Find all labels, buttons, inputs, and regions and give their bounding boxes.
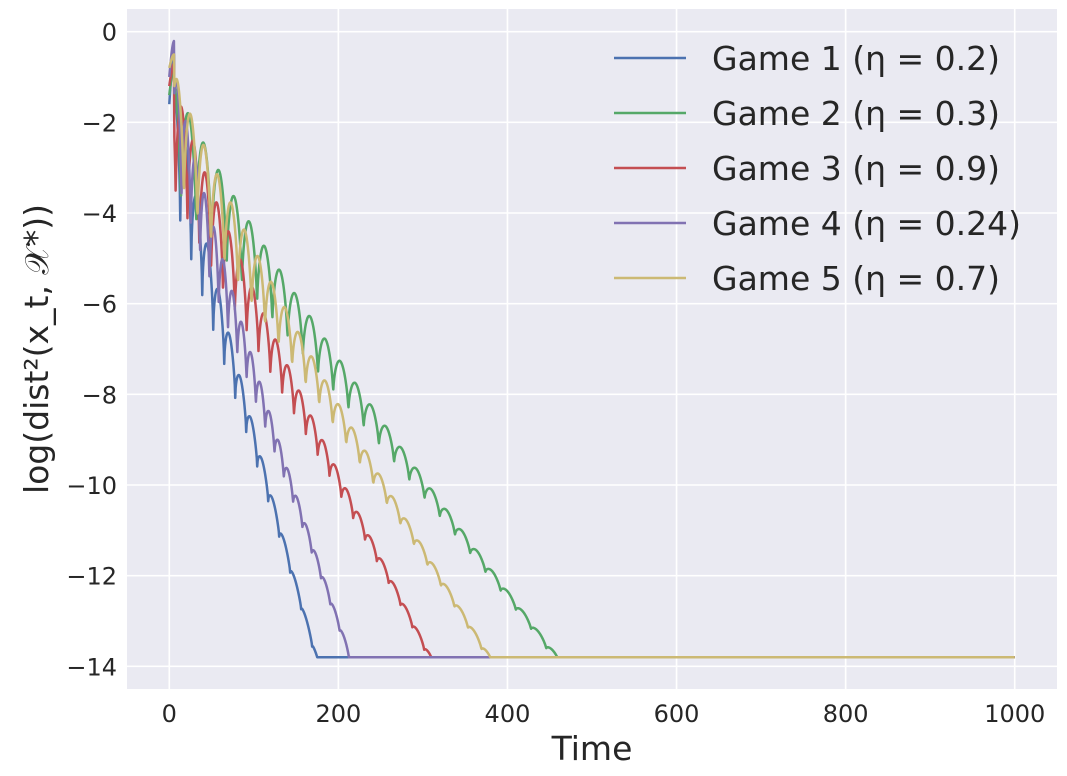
y-axis-title-group: log(dist²(x_t, 𝒳*))	[17, 204, 56, 494]
x-tick-label: 200	[315, 700, 361, 728]
y-tick-label: −6	[82, 291, 117, 319]
legend: Game 1 (η = 0.2) Game 2 (η = 0.3) Game 3 (…	[614, 39, 1021, 298]
x-tick-label: 600	[654, 700, 700, 728]
x-tick-label: 1000	[984, 700, 1045, 728]
y-tick-labels: 0 −2 −4 −6 −8 −10 −12 −14	[66, 19, 117, 682]
legend-label: Game 5 (η = 0.7)	[712, 259, 1000, 298]
y-tick-label: −2	[82, 109, 117, 137]
x-tick-label: 800	[823, 700, 869, 728]
y-tick-label: −8	[82, 381, 117, 409]
legend-label: Game 3 (η = 0.9)	[712, 149, 1000, 188]
gridlines	[127, 9, 1057, 689]
y-tick-label: 0	[102, 19, 117, 47]
x-tick-label: 0	[162, 700, 177, 728]
x-tick-label: 400	[485, 700, 531, 728]
y-tick-label: −14	[66, 653, 117, 681]
series-line	[168, 53, 1016, 659]
legend-label: Game 2 (η = 0.3)	[712, 94, 1000, 133]
legend-label: Game 4 (η = 0.24)	[712, 204, 1021, 243]
x-axis-title: Time	[551, 729, 633, 768]
y-tick-label: −12	[66, 563, 117, 591]
series-lines	[168, 39, 1016, 659]
legend-label: Game 1 (η = 0.2)	[712, 39, 1000, 78]
y-tick-label: −4	[82, 200, 117, 228]
x-tick-labels: 0 200 400 600 800 1000	[162, 700, 1046, 728]
y-tick-label: −10	[66, 472, 117, 500]
y-axis-title: log(dist²(x_t, 𝒳*))	[17, 204, 56, 494]
